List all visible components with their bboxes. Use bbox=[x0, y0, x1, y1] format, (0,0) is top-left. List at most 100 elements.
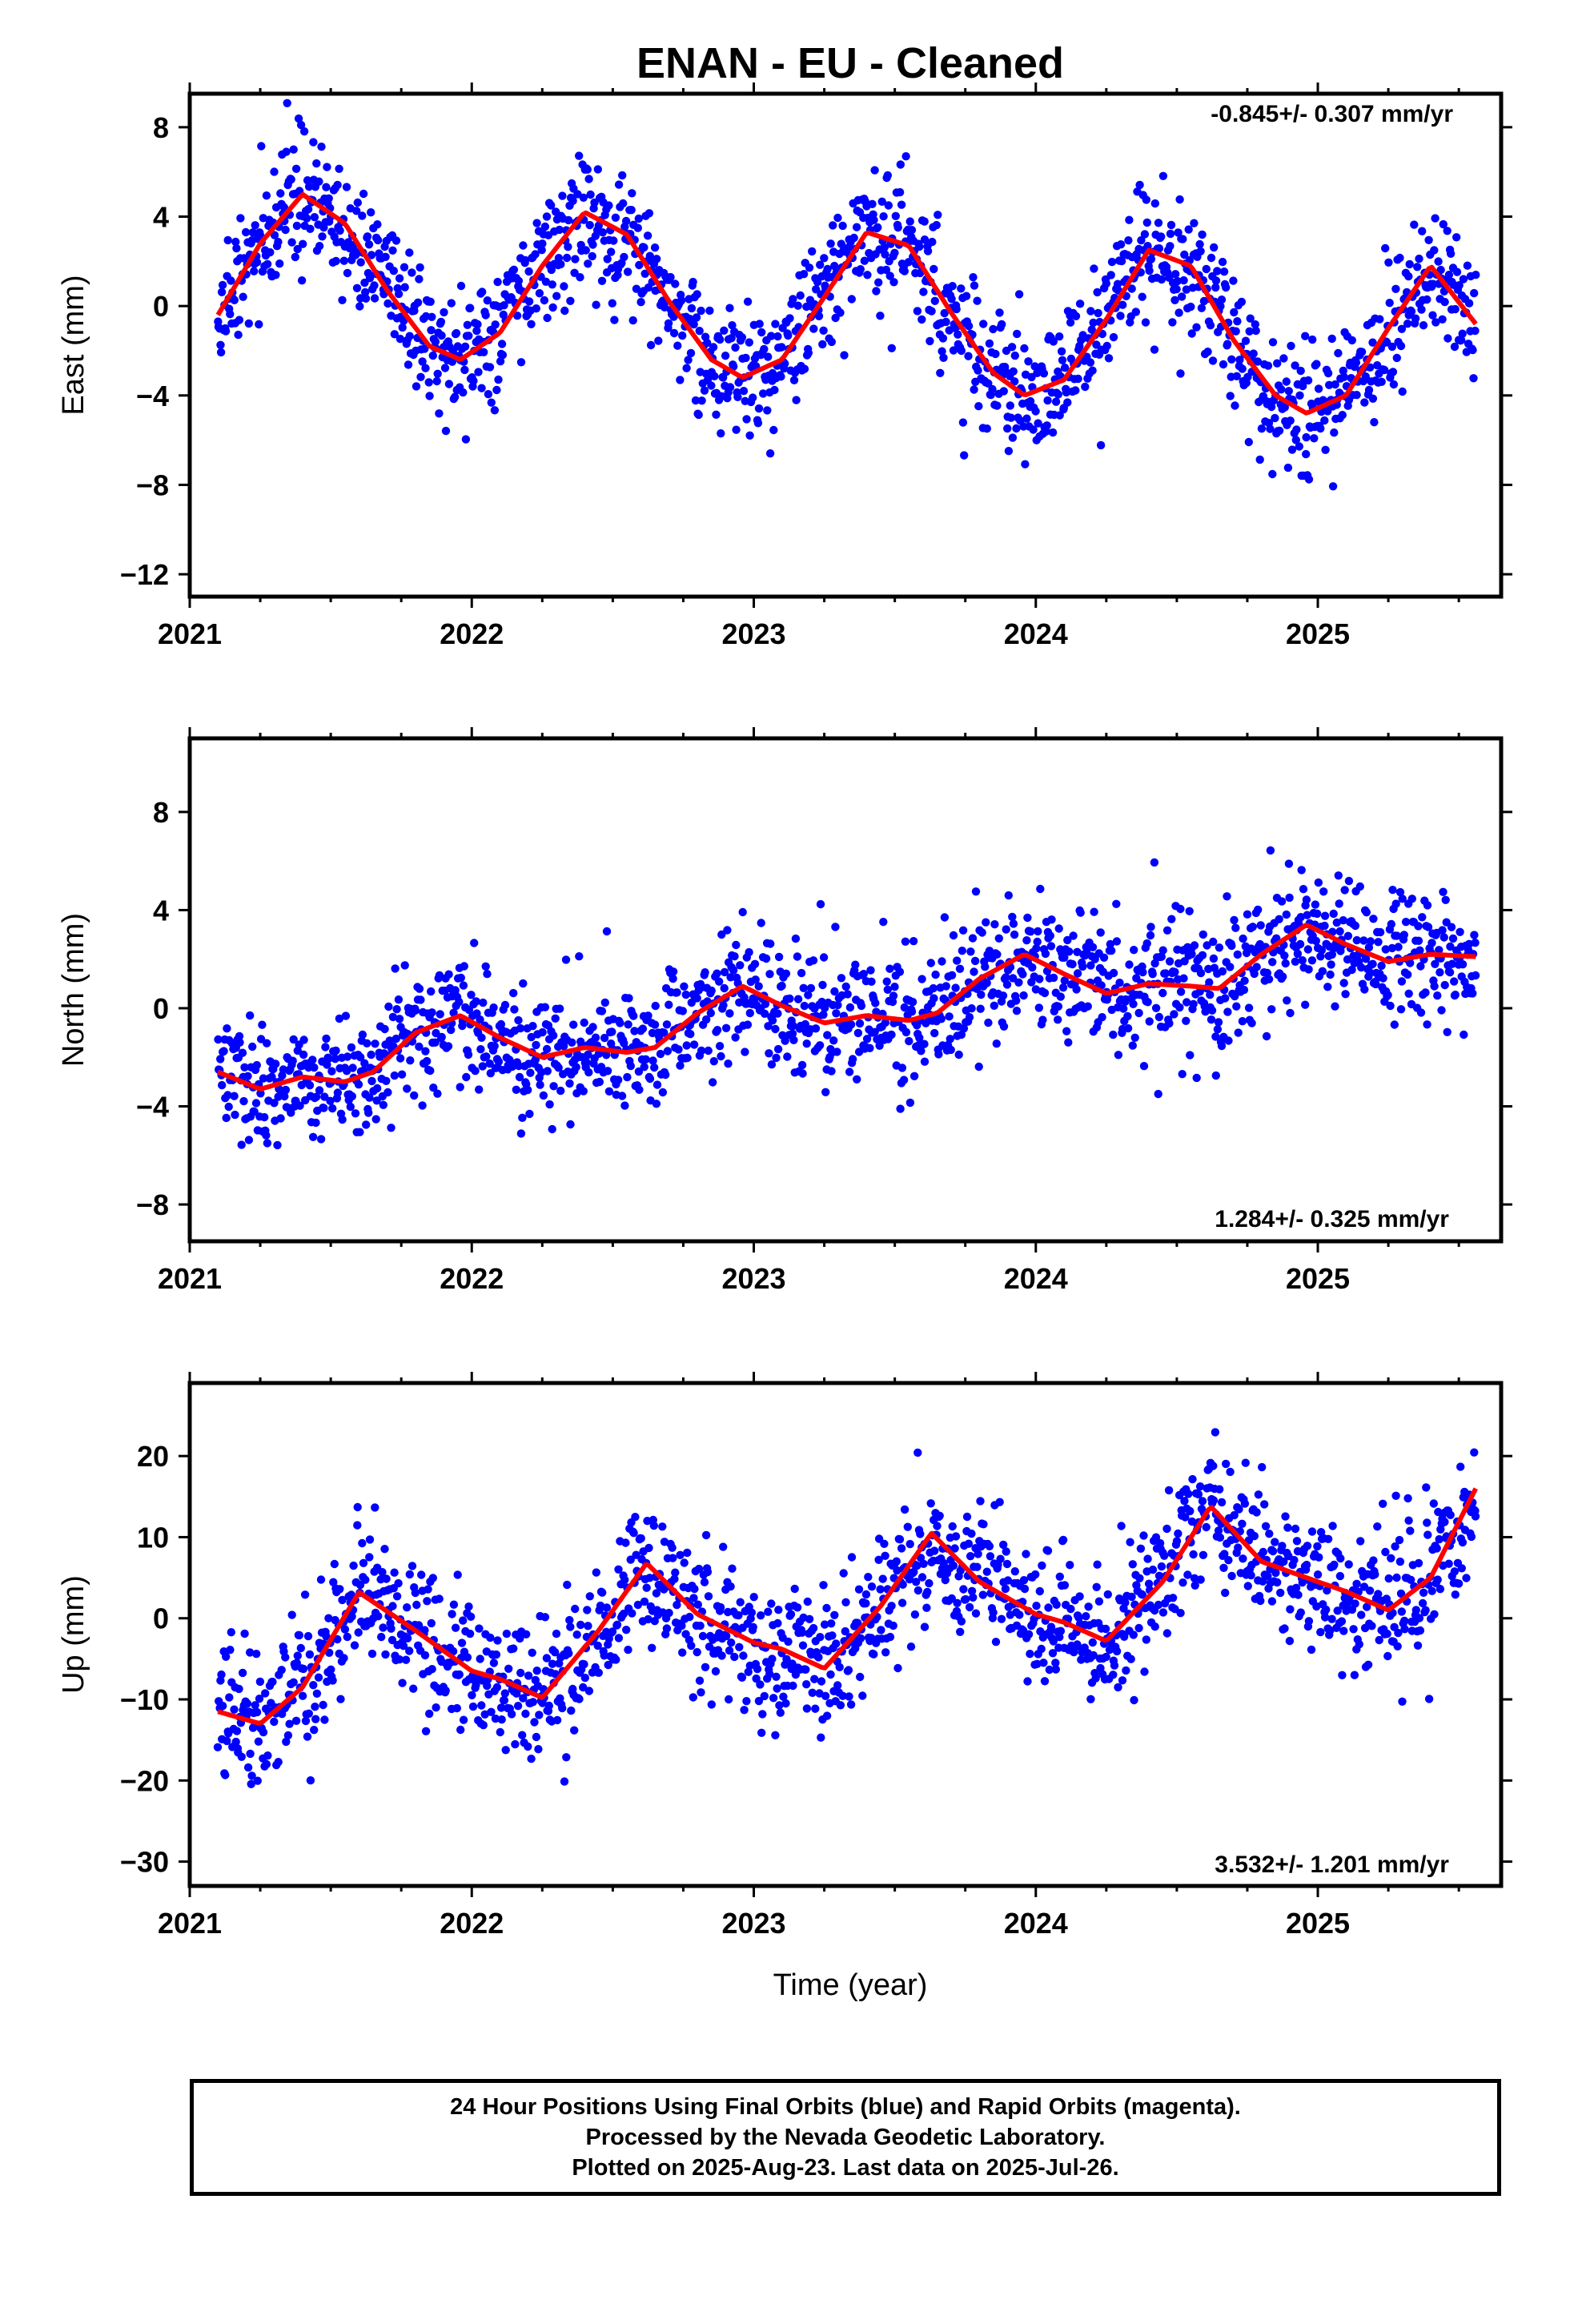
data-point bbox=[743, 1020, 753, 1029]
data-point bbox=[365, 1535, 375, 1544]
data-point bbox=[957, 1617, 966, 1626]
data-point bbox=[420, 1651, 430, 1660]
data-point bbox=[1158, 946, 1167, 955]
data-point bbox=[728, 321, 737, 330]
data-point bbox=[629, 1529, 638, 1538]
data-point bbox=[1327, 950, 1337, 959]
data-point bbox=[1456, 927, 1464, 937]
data-point bbox=[1471, 939, 1480, 947]
data-point bbox=[247, 1779, 255, 1788]
data-point bbox=[1060, 364, 1070, 372]
data-point bbox=[1326, 970, 1335, 979]
data-point bbox=[316, 1575, 326, 1584]
data-point bbox=[388, 246, 397, 255]
data-point bbox=[1178, 292, 1186, 301]
data-point bbox=[542, 1654, 552, 1663]
data-point bbox=[575, 952, 584, 961]
data-point bbox=[982, 979, 991, 987]
data-point bbox=[885, 271, 894, 280]
data-point bbox=[223, 1024, 231, 1033]
y-tick-label: 4 bbox=[153, 894, 169, 927]
data-point bbox=[250, 1108, 259, 1116]
data-point bbox=[397, 1070, 407, 1079]
data-point bbox=[336, 1695, 345, 1703]
data-point bbox=[1361, 955, 1371, 963]
data-point bbox=[1318, 967, 1327, 976]
data-point bbox=[869, 215, 878, 224]
data-point bbox=[1239, 985, 1249, 995]
data-point bbox=[628, 189, 636, 198]
data-point bbox=[614, 180, 624, 189]
data-point bbox=[289, 145, 298, 154]
data-point bbox=[219, 1047, 228, 1055]
data-point bbox=[1464, 299, 1474, 308]
data-point bbox=[576, 273, 584, 282]
data-point bbox=[1102, 1652, 1110, 1662]
data-point bbox=[652, 1589, 661, 1598]
data-point bbox=[730, 1652, 739, 1662]
data-point bbox=[1158, 1608, 1168, 1617]
data-point bbox=[1344, 1560, 1353, 1569]
data-point bbox=[455, 1670, 464, 1679]
data-point bbox=[658, 1522, 667, 1531]
data-point bbox=[1151, 1533, 1161, 1542]
data-point bbox=[910, 1610, 920, 1619]
data-point bbox=[270, 1717, 279, 1727]
data-point bbox=[861, 1590, 871, 1599]
data-point bbox=[1299, 885, 1308, 894]
data-point bbox=[358, 211, 367, 220]
data-point bbox=[354, 1628, 363, 1637]
data-point bbox=[1470, 1448, 1479, 1457]
data-point bbox=[701, 968, 709, 977]
data-point bbox=[889, 1621, 897, 1630]
data-point bbox=[1010, 377, 1019, 386]
data-point bbox=[1138, 1590, 1147, 1599]
data-point bbox=[403, 1084, 412, 1093]
data-point bbox=[392, 1005, 401, 1014]
data-point bbox=[942, 982, 950, 991]
data-point bbox=[755, 320, 764, 328]
data-point bbox=[424, 378, 433, 387]
data-point bbox=[403, 1634, 412, 1642]
data-point bbox=[270, 231, 279, 239]
data-point bbox=[221, 327, 231, 336]
data-point bbox=[1106, 939, 1115, 949]
data-point bbox=[691, 396, 701, 405]
data-point bbox=[1033, 1659, 1042, 1668]
data-point bbox=[920, 217, 929, 226]
data-point bbox=[969, 273, 978, 282]
data-point bbox=[1277, 897, 1287, 906]
data-point bbox=[793, 995, 803, 1003]
data-point bbox=[1106, 271, 1115, 279]
data-point bbox=[881, 1551, 889, 1561]
data-point bbox=[1414, 1558, 1423, 1568]
data-point bbox=[864, 1573, 873, 1582]
data-point bbox=[246, 1648, 255, 1657]
data-point bbox=[971, 1609, 981, 1618]
data-point bbox=[593, 165, 602, 174]
data-point bbox=[396, 335, 405, 344]
data-point bbox=[585, 220, 594, 230]
data-point bbox=[353, 1521, 362, 1530]
data-point bbox=[244, 1136, 254, 1144]
data-point bbox=[926, 1499, 935, 1508]
data-point bbox=[1146, 931, 1155, 940]
data-point bbox=[1198, 951, 1207, 960]
data-point bbox=[356, 258, 365, 267]
data-point bbox=[727, 1638, 736, 1647]
data-point bbox=[1179, 275, 1188, 285]
data-point bbox=[1435, 968, 1444, 977]
data-point bbox=[395, 1015, 404, 1023]
data-point bbox=[1238, 364, 1247, 373]
data-point bbox=[809, 1623, 818, 1633]
data-point bbox=[1251, 320, 1260, 329]
data-point bbox=[1457, 1564, 1467, 1573]
data-point bbox=[870, 1027, 879, 1037]
data-point bbox=[535, 1711, 544, 1719]
data-point bbox=[425, 1709, 434, 1719]
data-point bbox=[1302, 449, 1311, 459]
data-point bbox=[764, 1607, 773, 1616]
data-point bbox=[1101, 1624, 1110, 1634]
data-point bbox=[845, 1068, 854, 1076]
